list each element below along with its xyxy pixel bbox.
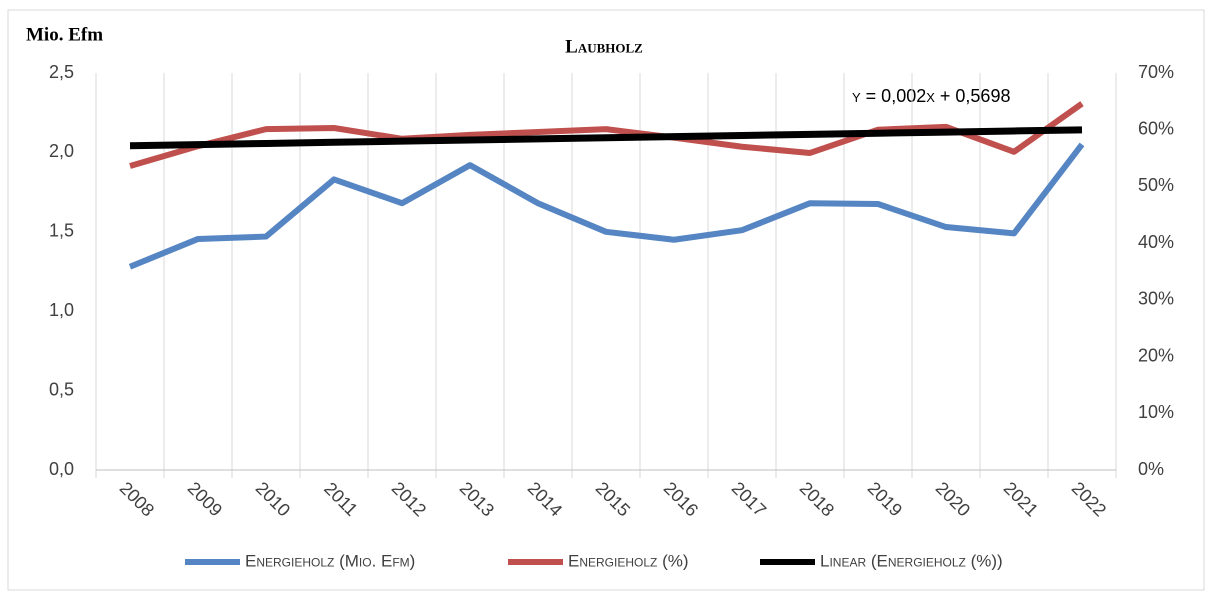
chart-border <box>7 9 1205 591</box>
y-tick-label: 2,0 <box>49 141 74 161</box>
y-tick-label: 1,5 <box>49 221 74 241</box>
chart-title: Laubholz <box>565 36 643 57</box>
y-tick-label: 2,5 <box>49 62 74 82</box>
y2-tick-label: 0% <box>1138 459 1164 479</box>
y2-tick-label: 40% <box>1138 232 1174 252</box>
series-line <box>129 126 1083 150</box>
y2-tick-label: 20% <box>1138 345 1174 365</box>
y2-tick-label: 10% <box>1138 402 1174 422</box>
series-line <box>129 101 1084 169</box>
y-tick-label: 0,0 <box>49 459 74 479</box>
legend-label: Energieholz (Mio. Efm) <box>245 551 415 570</box>
trend-equation: y = 0,002x + 0,5698 <box>852 86 1010 106</box>
y2-tick-label: 60% <box>1138 118 1174 138</box>
y2-tick-label: 30% <box>1138 289 1174 309</box>
y-tick-label: 1,0 <box>49 300 74 320</box>
y-tick-label: 0,5 <box>49 379 74 399</box>
legend-label: Linear (Energieholz (%)) <box>820 551 1003 570</box>
series-line <box>128 142 1085 270</box>
y-axis-label: Mio. Efm <box>26 24 103 45</box>
y2-tick-label: 70% <box>1138 62 1174 82</box>
y2-tick-label: 50% <box>1138 175 1174 195</box>
legend-label: Energieholz (%) <box>568 551 689 570</box>
